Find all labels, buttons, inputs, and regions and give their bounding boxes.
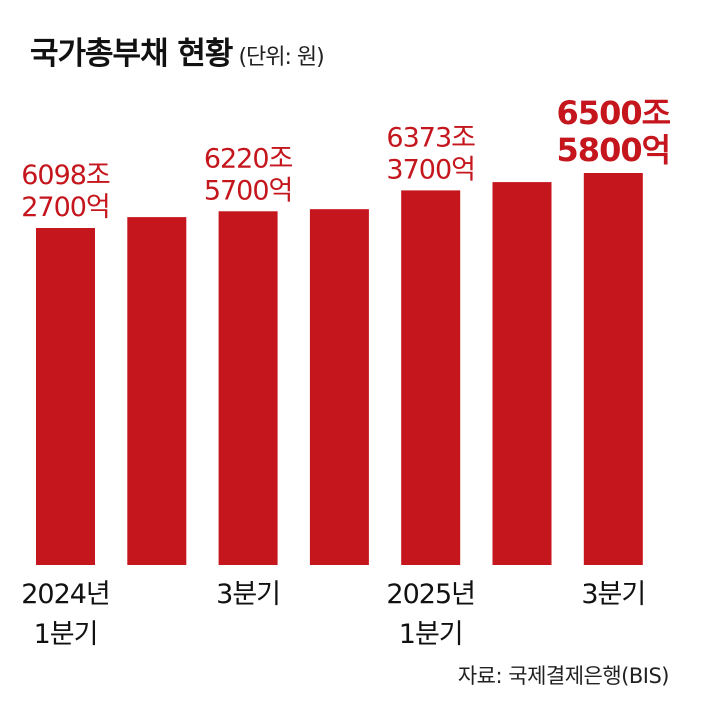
data-label: 5800억 [557,131,671,169]
x-tick-label: 3분기 [581,579,645,610]
data-label: 5700억 [204,175,293,206]
data-label: 6098조 [21,160,110,191]
data-label: 6220조 [204,143,293,174]
chart-title: 국가총부채 현황 (단위: 원) [30,28,325,73]
x-tick-label: 1분기 [399,619,463,650]
x-tick-label: 2025년 [386,579,475,610]
x-tick-label: 1분기 [34,619,98,650]
data-label: 3700억 [386,154,475,185]
x-tick-label: 2024년 [21,579,110,610]
title-text: 국가총부채 현황 [30,36,233,72]
source-note: 자료: 국제결제은행(BIS) [457,664,670,688]
unit-label: (단위: 원) [238,45,324,70]
data-label: 6373조 [386,122,475,153]
x-tick-label: 3분기 [216,579,280,610]
data-label: 2700억 [21,192,110,223]
data-label: 6500조 [557,94,671,132]
bar [401,190,461,565]
bar [218,211,278,565]
bar [492,182,552,565]
bar [36,228,95,566]
bar [583,173,643,565]
bar [309,209,369,565]
bar [127,217,187,565]
